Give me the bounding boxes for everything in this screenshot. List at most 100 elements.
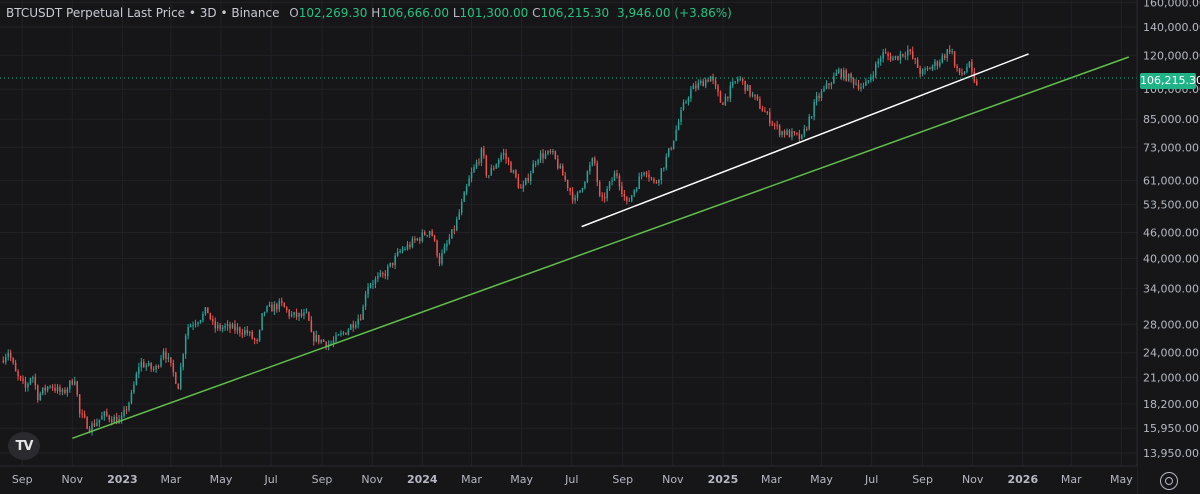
tradingview-logo-icon[interactable]: TV: [8, 432, 40, 460]
candle-body: [448, 238, 451, 244]
candle-body: [566, 179, 569, 189]
candle-body: [202, 313, 204, 321]
candle-body: [682, 102, 685, 111]
candle-body: [66, 388, 69, 393]
candle-body: [734, 81, 737, 83]
time-tick-label: 2023: [107, 473, 138, 486]
time-tick-label: Mar: [761, 473, 782, 486]
candle-body: [916, 59, 919, 68]
candle-body: [197, 322, 199, 325]
open-value: 102,269.30: [298, 6, 368, 20]
candle-body: [815, 95, 818, 103]
time-tick-label: Jul: [864, 473, 878, 486]
candle-body: [926, 68, 929, 70]
low-value: 101,300.00: [459, 6, 529, 20]
candle-body: [828, 83, 830, 86]
candle-body: [22, 378, 24, 381]
symbol-title[interactable]: BTCUSDT Perpetual Last Price • 3D • Bina…: [6, 6, 280, 20]
candle-body: [221, 327, 224, 330]
candle-body: [527, 177, 529, 181]
price-tick-labels: 160,000.00140,000.00120,000.00100,000.00…: [1143, 0, 1200, 460]
candle-body: [231, 324, 234, 329]
candle-body: [944, 55, 946, 58]
candle-body: [325, 341, 327, 347]
candle-body: [263, 311, 266, 314]
candle-body: [855, 83, 857, 85]
candle-body: [889, 55, 892, 61]
candle-body: [423, 232, 426, 236]
trendline-green: [72, 56, 1130, 440]
price-tick-label: 15,950.00: [1143, 422, 1199, 435]
candle-body: [27, 383, 29, 388]
candle-body: [362, 306, 364, 320]
candle-body: [103, 411, 106, 417]
candle-body: [69, 380, 71, 389]
candle-body: [712, 76, 714, 81]
candle-body: [113, 417, 115, 423]
candle-body: [692, 85, 695, 90]
candle-body: [502, 152, 505, 155]
price-tick-label: 61,000.00: [1143, 174, 1199, 187]
price-tick-label: 53,500.00: [1143, 199, 1199, 212]
candle-body: [367, 287, 369, 295]
candle-body: [727, 96, 729, 99]
candle-body: [650, 177, 653, 179]
candle-body: [421, 232, 424, 241]
candle-body: [850, 73, 852, 79]
ohlc-values: O102,269.30 H106,666.00 L101,300.00 C106…: [289, 6, 732, 20]
time-tick-label: May: [210, 473, 233, 486]
settings-icon[interactable]: [1160, 472, 1178, 490]
candle-body: [438, 255, 441, 264]
candle-body: [680, 110, 682, 122]
candle-body: [628, 200, 631, 202]
candle-body: [941, 55, 944, 63]
candle-body: [764, 111, 766, 113]
candle-body: [276, 304, 278, 310]
candle-body: [49, 386, 51, 388]
candle-body: [875, 63, 877, 76]
candle-body: [189, 325, 192, 328]
candle-body: [714, 80, 717, 86]
low-label: L: [452, 6, 460, 20]
candle-body: [81, 413, 83, 415]
candle-body: [5, 357, 7, 363]
time-axis[interactable]: [0, 466, 1137, 494]
candle-body: [505, 152, 507, 160]
candle-body: [786, 130, 788, 135]
candle-body: [194, 324, 197, 326]
candle-body: [419, 238, 421, 241]
candle-body: [288, 310, 290, 317]
candle-body: [83, 414, 86, 418]
candle-body: [226, 324, 229, 327]
candle-body: [258, 330, 261, 341]
candle-body: [515, 170, 517, 178]
candle-body: [387, 266, 389, 277]
candle-body: [51, 386, 54, 389]
candle-body: [613, 173, 616, 181]
price-tick-label: 160,000.00: [1143, 0, 1200, 9]
candle-body: [643, 172, 645, 175]
candle-body: [838, 69, 840, 74]
candle-body: [32, 376, 34, 379]
candle-body: [769, 112, 771, 124]
candle-body: [655, 181, 658, 183]
price-tick-label: 13,950.00: [1143, 447, 1199, 460]
candle-body: [41, 387, 44, 394]
candle-body: [968, 61, 971, 67]
candle-body: [234, 324, 236, 331]
candle-body: [458, 212, 460, 220]
candle-body: [510, 162, 512, 173]
candle-body: [128, 402, 130, 411]
candle-body: [793, 131, 796, 133]
candle-body: [539, 153, 542, 161]
candle-body: [623, 193, 626, 197]
candle-body: [704, 79, 707, 87]
candle-body: [473, 166, 475, 173]
grid: [0, 0, 1137, 466]
candle-body: [823, 88, 825, 92]
candle-body: [924, 68, 926, 71]
candle-body: [414, 238, 416, 241]
candle-body: [598, 182, 601, 196]
